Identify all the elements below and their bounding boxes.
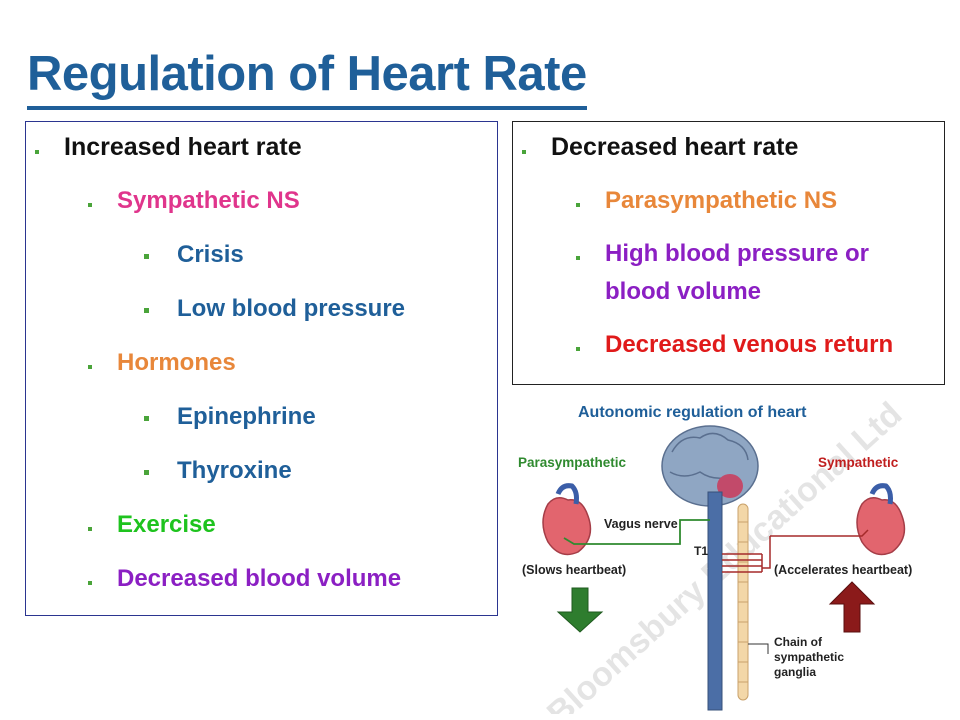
bullet-icon: [88, 203, 92, 207]
chain-label-line3: ganglia: [774, 665, 816, 679]
high-blood-pressure-line2: blood volume: [605, 278, 761, 305]
decreased-heading: Decreased heart rate: [551, 133, 799, 161]
bullet-icon: [522, 150, 526, 154]
crisis: Crisis: [177, 241, 244, 268]
bullet-icon: [144, 470, 149, 475]
bullet-icon: [88, 365, 92, 369]
vagus-nerve-label: Vagus nerve: [604, 517, 678, 531]
decreased-venous-return: Decreased venous return: [605, 331, 894, 358]
parasympathetic-ns: Parasympathetic NS: [605, 187, 838, 214]
sympathetic-chain: [737, 503, 749, 701]
slows-heartbeat-label: (Slows heartbeat): [522, 563, 626, 577]
accelerates-heartbeat-label: (Accelerates heartbeat): [774, 563, 912, 577]
high-blood-pressure-line1: High blood pressure or: [605, 240, 870, 267]
bullet-icon: [576, 203, 580, 207]
parasympathetic-label: Parasympathetic: [518, 455, 627, 470]
diagram-title: Autonomic regulation of heart: [578, 404, 807, 421]
page-title: Regulation of Heart Rate: [27, 44, 587, 110]
hormones: Hormones: [117, 349, 236, 376]
thyroxine: Thyroxine: [177, 457, 292, 484]
low-blood-pressure: Low blood pressure: [177, 295, 406, 322]
arrow-up-icon: [828, 581, 876, 633]
bullet-icon: [88, 527, 92, 531]
arrow-down-icon: [556, 587, 604, 633]
vagus-nerve-line: [563, 519, 710, 545]
epinephrine: Epinephrine: [177, 403, 316, 430]
decreased-blood-volume: Decreased blood volume: [117, 565, 402, 592]
bullet-icon: [144, 254, 149, 259]
bullet-icon: [35, 150, 39, 154]
sympathetic-ns: Sympathetic NS: [117, 187, 300, 214]
chain-pointer-line: [748, 643, 769, 654]
exercise: Exercise: [117, 511, 216, 538]
decreased-heart-rate-box: Decreased heart rate Parasympathetic NS …: [512, 121, 945, 385]
sympathetic-label: Sympathetic: [818, 455, 899, 470]
bullet-icon: [144, 308, 149, 313]
sympathetic-nerve-lines: [722, 529, 869, 573]
t1-label: T1: [694, 544, 708, 558]
brain-icon: [661, 425, 759, 507]
bullet-icon: [576, 347, 580, 351]
heart-right-icon: [856, 483, 906, 556]
bullet-icon: [576, 256, 580, 260]
heart-left-icon: [542, 483, 592, 556]
increased-heading: Increased heart rate: [64, 133, 302, 161]
autonomic-regulation-diagram: Bloomsbury Educational Ltd Autonomic reg…: [518, 395, 912, 714]
increased-heart-rate-box: Increased heart rate Sympathetic NS Cris…: [25, 121, 498, 616]
chain-label-line1: Chain of: [774, 635, 823, 649]
spinal-cord: [707, 491, 723, 711]
chain-label-line2: sympathetic: [774, 650, 844, 664]
bullet-icon: [144, 416, 149, 421]
bullet-icon: [88, 581, 92, 585]
